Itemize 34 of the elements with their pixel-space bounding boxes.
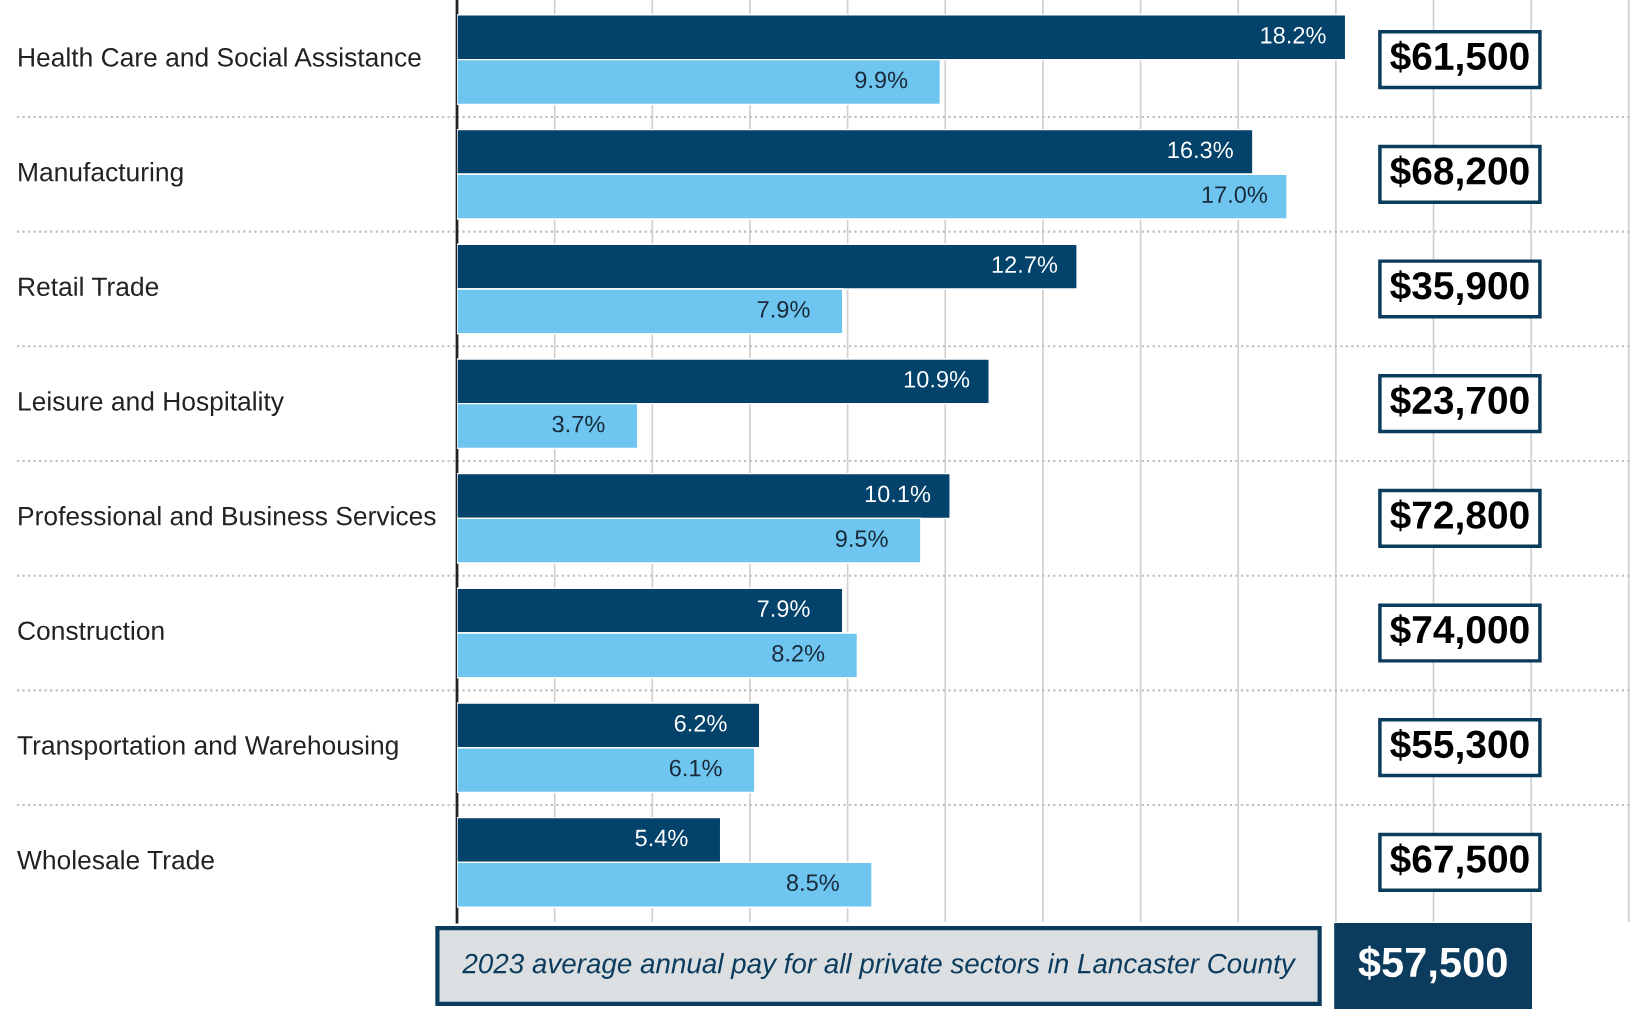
y-tick-label: Leisure and Hospitality [19,391,284,416]
text: $61,500 [1390,40,1529,76]
y-tick-label: Transportation and Warehousing [17,735,398,760]
y-tick-label: Wholesale Trade [17,850,214,870]
text: $35,900 [1390,270,1529,306]
y-tick-label: Professional and Business Services [19,506,436,526]
data-label: 9.5% [835,530,888,548]
y-tick-label: Health Care and Social Assistance [19,47,421,67]
data-label: 5.4% [635,829,688,847]
text: $57,500 [1358,945,1507,984]
text: 2023 average annual pay for all private sectors in Lancaster County [462,953,1297,979]
y-tick-label: Construction [18,620,164,641]
data-label: 3.7% [552,415,605,433]
y-tick-label: Manufacturing [19,162,183,187]
data-label: 6.2% [674,714,727,732]
text: $67,500 [1390,843,1529,879]
y-tick-label: Retail Trade [19,276,159,297]
text: $72,800 [1390,499,1529,535]
text: $55,300 [1390,728,1529,764]
data-label: 17.0% [1202,186,1268,204]
text: $68,200 [1390,155,1529,191]
data-label: 10.9% [904,370,970,388]
data-label: 16.3% [1168,141,1233,159]
data-label: 8.5% [786,874,839,892]
data-label: 8.2% [772,645,825,662]
data-label: 18.2% [1261,26,1326,44]
data-label: 12.7% [992,256,1058,273]
data-label: 10.1% [865,485,931,503]
text: $23,700 [1390,384,1529,420]
data-label: 6.1% [669,759,722,777]
data-label: 7.9% [757,300,810,318]
data-label: 7.9% [757,600,810,617]
data-label: 9.9% [855,71,908,89]
text: $74,000 [1390,614,1529,650]
